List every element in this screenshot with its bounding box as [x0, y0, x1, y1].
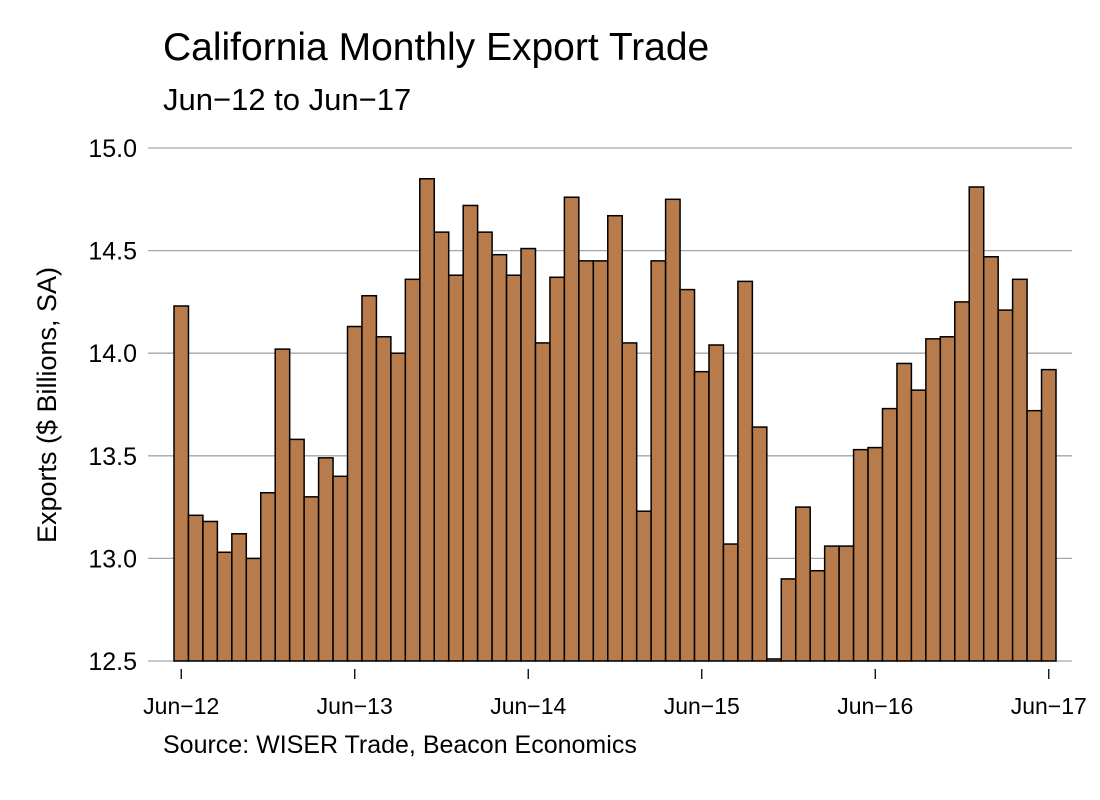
bar [896, 362, 913, 662]
bar [245, 557, 262, 662]
bar [693, 370, 710, 662]
bar [563, 196, 580, 662]
chart-title: California Monthly Export Trade [163, 26, 710, 69]
bar [505, 274, 522, 662]
bar [925, 338, 942, 662]
bar [491, 253, 508, 662]
bar [462, 204, 479, 662]
bar [881, 407, 898, 662]
bar [867, 446, 884, 662]
bar [838, 545, 855, 662]
bar [332, 475, 349, 662]
x-tick-label: Jun−14 [490, 693, 566, 719]
bar [260, 491, 276, 662]
y-tick-label: 13.0 [88, 545, 137, 573]
bar [751, 426, 768, 662]
bar [433, 231, 450, 662]
chart-subtitle: Jun−12 to Jun−17 [163, 82, 412, 117]
bar [1040, 368, 1057, 662]
y-tick-label: 14.0 [88, 340, 137, 368]
bar [202, 520, 219, 662]
bar [982, 256, 999, 662]
bar [954, 301, 970, 662]
bar [187, 514, 204, 662]
chart-source-note: Source: WISER Trade, Beacon Economics [163, 731, 637, 759]
bar [447, 274, 464, 662]
bar [794, 506, 811, 662]
bar [231, 533, 248, 662]
x-tick-label: Jun−12 [143, 693, 219, 719]
bar [534, 342, 551, 662]
x-axis-ticks: Jun−12 Jun−13 Jun−14 Jun−15 Jun−16 Jun−17 [143, 669, 1087, 719]
y-axis-ticks: 12.5 13.0 13.5 14.0 14.5 15.0 [88, 135, 137, 676]
bar [664, 198, 681, 662]
bar [939, 336, 956, 662]
bar [317, 457, 334, 662]
bar [592, 260, 609, 662]
bar [607, 214, 623, 662]
bar [303, 496, 320, 662]
bar [968, 186, 985, 662]
bar [578, 260, 595, 662]
bar [997, 309, 1014, 662]
bar [274, 348, 291, 662]
bar [173, 305, 190, 662]
bar [288, 438, 305, 662]
bar [404, 278, 421, 662]
bar [346, 325, 363, 662]
x-tick-label: Jun−13 [317, 693, 393, 719]
bar [621, 342, 638, 662]
bar [852, 448, 869, 662]
bar [780, 578, 797, 662]
bar [635, 510, 652, 662]
bar [1026, 409, 1043, 662]
bar [476, 231, 493, 662]
bar [520, 247, 537, 662]
bar [361, 294, 378, 662]
y-tick-label: 15.0 [88, 135, 137, 163]
bar [737, 280, 754, 662]
bar [650, 260, 667, 662]
y-axis-label: Exports ($ Billions, SA) [32, 267, 62, 543]
bar [823, 545, 840, 662]
bar [375, 336, 392, 662]
bar [216, 551, 233, 662]
x-tick-label: Jun−15 [664, 693, 740, 719]
bar [549, 276, 566, 662]
y-tick-label: 13.5 [88, 443, 137, 471]
bar [390, 352, 407, 662]
bar [1011, 278, 1028, 662]
x-tick-label: Jun−17 [1011, 693, 1087, 719]
x-tick-label: Jun−16 [837, 693, 913, 719]
y-tick-label: 12.5 [88, 648, 137, 676]
y-tick-label: 14.5 [88, 238, 137, 266]
bar [679, 288, 696, 662]
bar [809, 569, 826, 662]
bar [722, 543, 739, 662]
bar [419, 178, 436, 662]
bars [173, 178, 1057, 662]
bar [766, 658, 783, 662]
bar [708, 344, 725, 662]
bar [910, 389, 927, 662]
